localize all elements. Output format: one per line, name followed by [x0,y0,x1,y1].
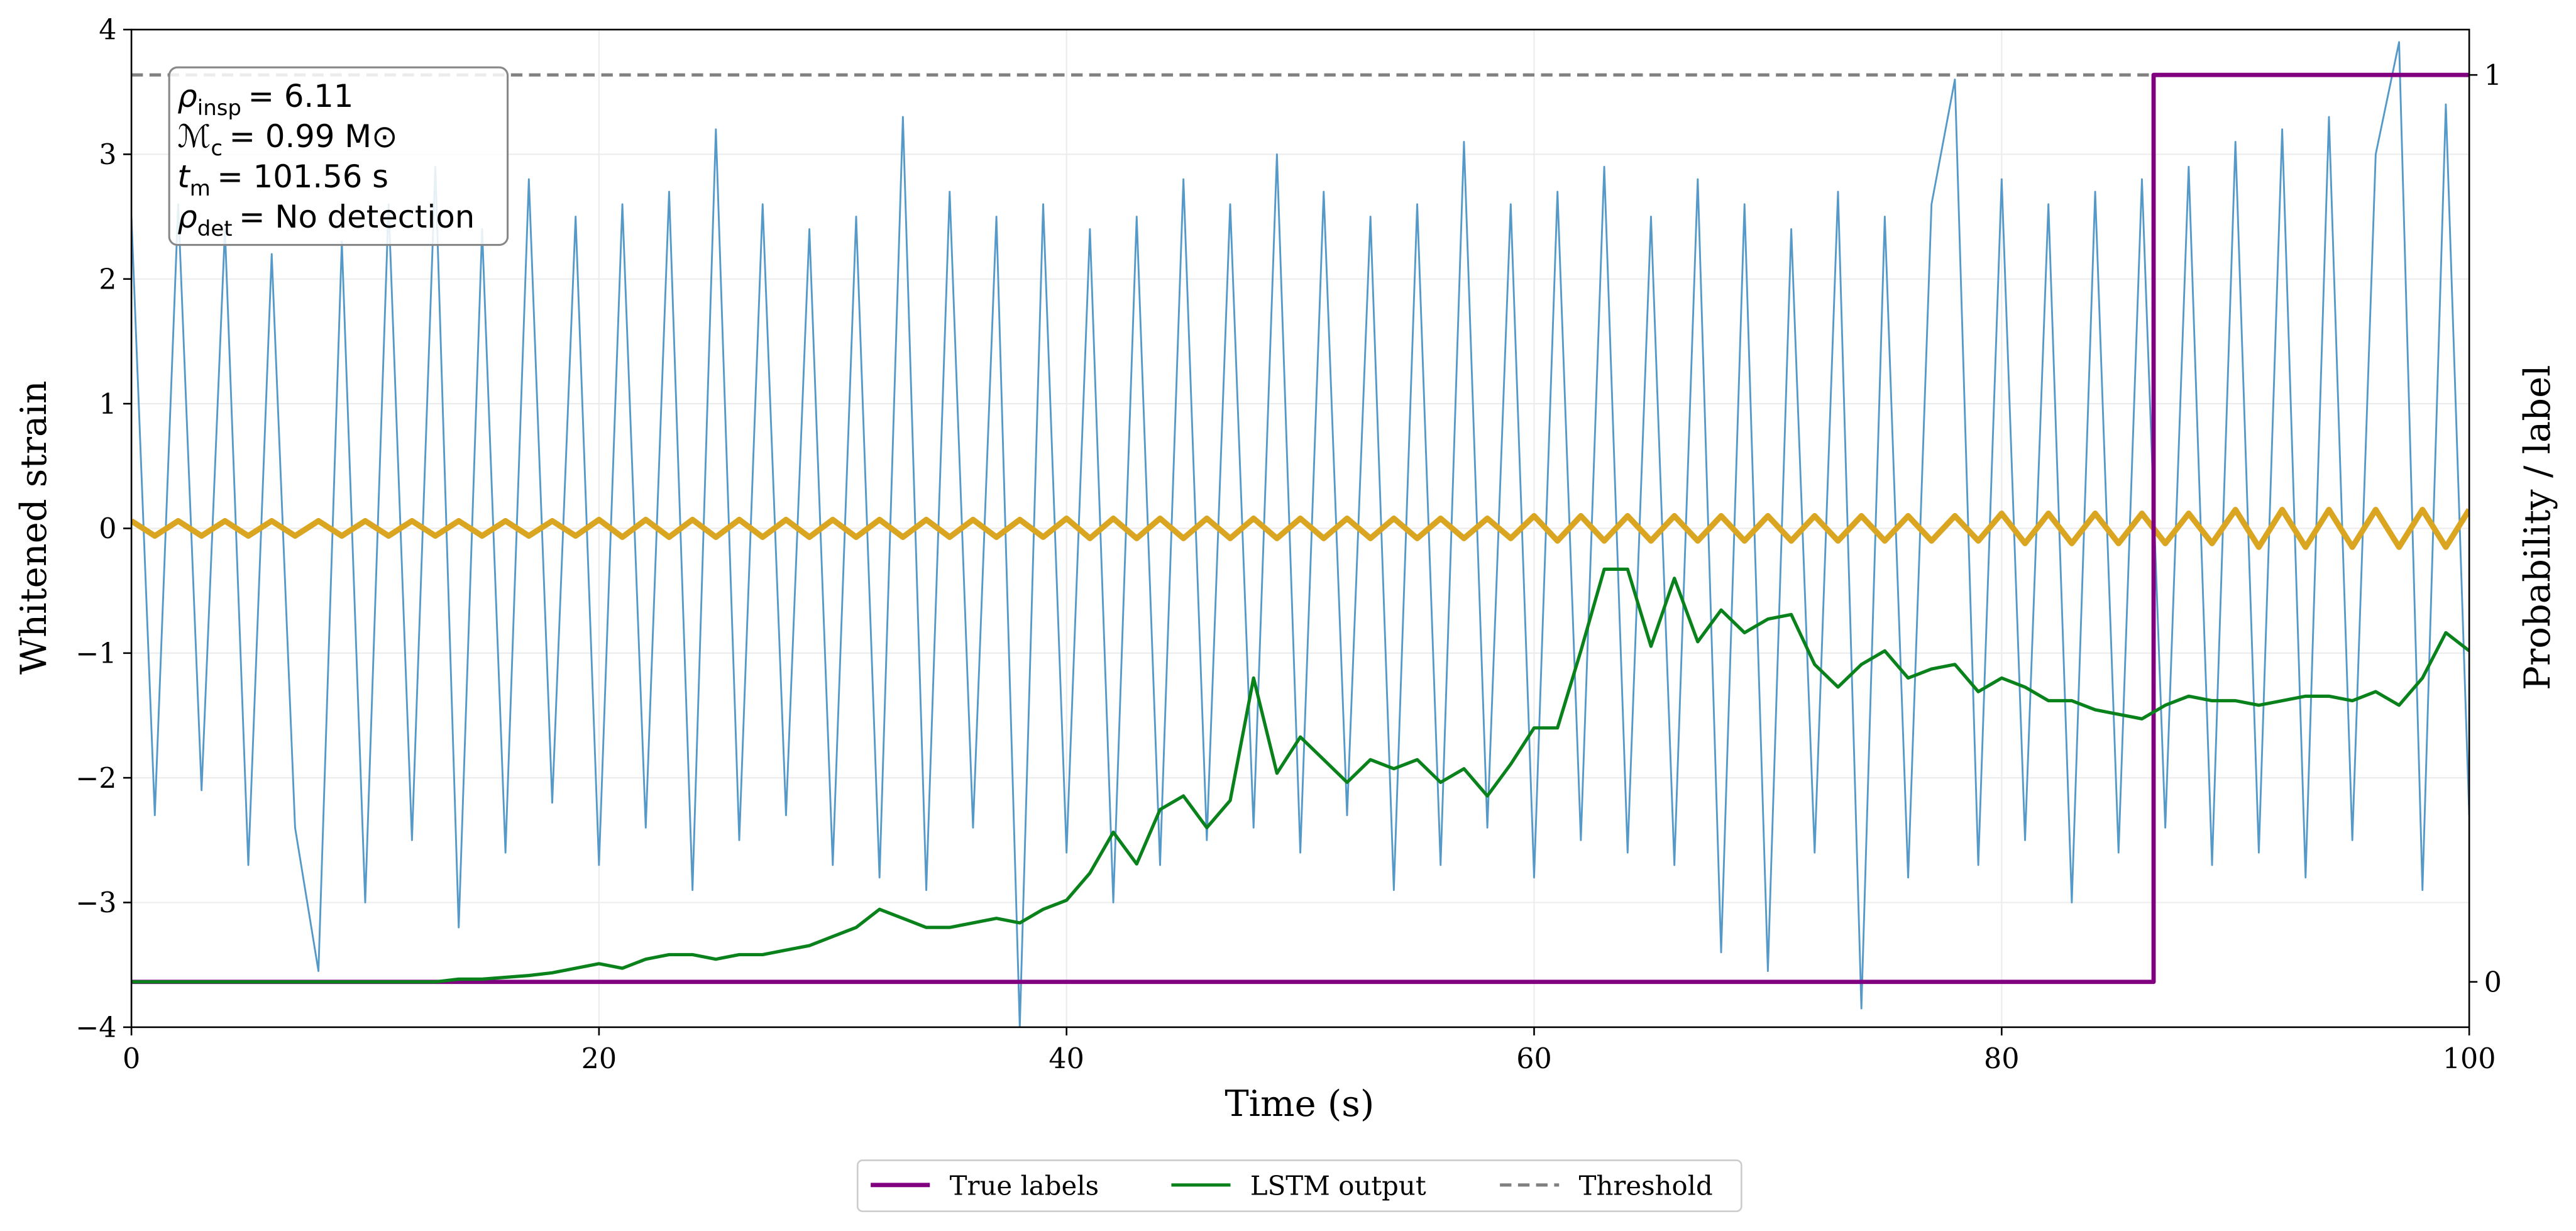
y-axis-label: Whitened strain [13,380,55,675]
annotation-text: = No detection [239,199,475,235]
annotation-frame [168,66,509,246]
annotation-line: ℳc = 0.99 M⊙ [177,118,397,161]
annotation-text: = 6.11 [248,78,353,114]
x-tick-label: 100 [2443,1043,2496,1075]
y-tick-label: −3 [75,887,116,919]
y-tick-label: −2 [75,763,116,795]
annotation-subscript: det [197,216,233,241]
y-tick-label: 2 [99,263,116,295]
annotation-line: ρinsp = 6.11 [177,78,353,121]
plot-area [131,41,2470,1027]
annotation-line: ρdet = No detection [177,199,475,241]
x-tick-label: 20 [581,1043,617,1075]
x-tick-label: 60 [1516,1043,1552,1075]
signal-line [131,507,2470,550]
y-tick-label: 0 [99,513,116,545]
series-line [131,72,2470,985]
x-tick-label: 80 [1984,1043,2020,1075]
signal-line [131,41,2470,1027]
y-tick-label: −1 [75,638,116,670]
legend: True labels LSTM output Threshold [856,1159,1742,1212]
annotation-text: = 0.99 M⊙ [229,118,398,155]
annotation-subscript: c [211,136,223,161]
legend-label: Threshold [1579,1170,1713,1201]
y-tick-label: 3 [99,139,116,171]
legend-label: True labels [950,1170,1099,1201]
annotation-text: = 101.56 s [217,158,388,195]
annotation-subscript: m [190,176,211,201]
y2-tick-label: 1 [2484,60,2502,92]
x-tick-label: 0 [123,1043,140,1075]
y2-tick-label: 0 [2484,966,2502,998]
annotation-symbol: ρ [177,78,197,114]
y2-axis-label: Probability / label [2516,365,2558,690]
annotation-symbol: ρ [177,199,197,235]
annotation-subscript: insp [197,96,241,121]
y-tick-label: −4 [75,1012,116,1044]
y-tick-label: 1 [99,389,116,421]
annotation-symbol: ℳ [177,118,211,155]
annotation-symbol: t [177,158,190,195]
series-line [131,567,2470,984]
legend-frame [856,1159,1742,1212]
x-tick-label: 40 [1049,1043,1084,1075]
annotation-line: tm = 101.56 s [177,158,388,201]
legend-label: LSTM output [1250,1170,1426,1201]
y-tick-label: 4 [99,14,116,47]
x-axis-label: Time (s) [1225,1083,1374,1125]
